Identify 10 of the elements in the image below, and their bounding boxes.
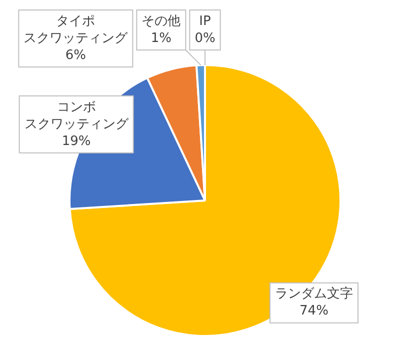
slice-label: コンボスクワッティング <box>24 100 130 132</box>
category-label: IP <box>199 14 211 29</box>
data-label: 19% <box>62 134 91 149</box>
data-label: 74% <box>300 304 328 319</box>
text: 0% <box>194 30 216 46</box>
slice-label: その他 <box>142 14 181 29</box>
slice-label: タイポスクワッティング <box>24 14 129 46</box>
data-label: 6% <box>65 48 86 63</box>
data-label: 1% <box>150 30 172 46</box>
slice-label: ランダム文字 <box>274 286 353 302</box>
